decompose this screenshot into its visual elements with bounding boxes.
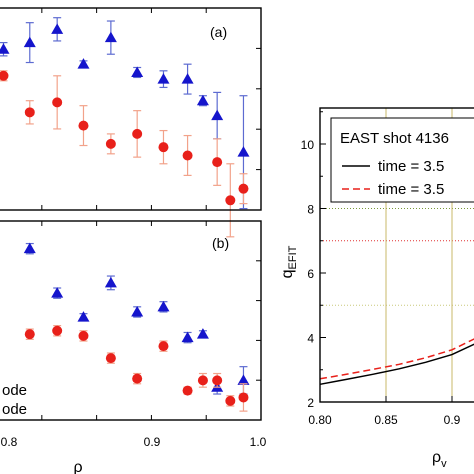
circle-marker: [158, 142, 169, 153]
panel-b-label: (b): [212, 235, 229, 251]
triangle-marker: [211, 109, 224, 121]
legend-title: EAST shot 4136: [340, 130, 449, 147]
legend-entry-solid: time = 3.5: [378, 158, 444, 175]
circle-marker: [78, 330, 89, 341]
triangle-marker: [23, 242, 36, 254]
triangle-marker: [196, 328, 209, 339]
q-x-axis-label: ρv: [432, 449, 447, 470]
q-panel-lines: [319, 338, 474, 386]
circle-marker: [0, 70, 9, 81]
circle-marker: [225, 395, 236, 406]
y-tick-label: 2: [307, 396, 314, 410]
circle-marker: [238, 392, 249, 403]
triangle-marker: [131, 305, 144, 317]
circle-marker: [225, 195, 236, 206]
q-y-axis-label-sub: EFIT: [287, 245, 299, 269]
x-tick-label: 0.80: [308, 413, 332, 427]
triangle-marker: [237, 146, 250, 157]
circle-marker: [158, 341, 169, 352]
circle-marker: [105, 353, 116, 364]
y-tick-label: 4: [307, 332, 314, 346]
triangle-marker: [131, 66, 144, 77]
panel-a-frame: [0, 7, 262, 211]
q-y-axis-label: qEFIT: [279, 245, 299, 278]
triangle-marker: [196, 94, 209, 106]
circle-marker: [132, 373, 143, 384]
x-tick-label: 0.85: [374, 413, 398, 427]
triangle-marker: [77, 58, 90, 69]
triangle-marker: [157, 73, 170, 84]
triangle-marker: [157, 300, 170, 312]
panel-a-data: [0, 17, 250, 238]
triangle-marker: [51, 287, 64, 298]
panel-a-ticks: [41, 8, 262, 210]
circle-marker: [132, 128, 143, 139]
circle-marker: [238, 183, 249, 194]
y-tick-label: 10: [301, 138, 315, 152]
x-tick-label: 0.9: [444, 413, 461, 427]
triangle-marker: [104, 31, 117, 43]
panel-b-ticks: [41, 221, 262, 420]
panel-b-legend-entry: ode: [2, 382, 27, 399]
panel-b-x-axis-label: ρ: [73, 459, 82, 474]
panel-b: (b) ode ode 0.8 0.9 1.0 ρ: [0, 220, 267, 474]
circle-marker: [182, 150, 193, 161]
q-x-axis-label-sub: v: [441, 458, 447, 470]
legend-entry-dashed: time = 3.5: [378, 181, 444, 198]
panel-b-xtick-label: 0.8: [1, 435, 18, 449]
q-profile-panel: 2 4 6 8 10 0.80 0.85 0.9 EAST shot 4136 time = …: [279, 107, 474, 470]
panel-b-xtick-label: 0.9: [144, 435, 161, 449]
triangle-marker: [181, 73, 194, 84]
triangle-marker: [77, 311, 90, 322]
circle-marker: [78, 120, 89, 131]
triangle-marker: [51, 23, 64, 34]
y-tick-label: 6: [307, 267, 314, 281]
circle-marker: [24, 329, 35, 340]
circle-marker: [52, 325, 63, 336]
panel-a: (a): [0, 7, 262, 238]
panel-a-label: (a): [210, 24, 227, 40]
panel-b-xtick-label: 1.0: [250, 435, 267, 449]
triangle-marker: [181, 331, 194, 343]
panel-b-data: [23, 242, 250, 412]
circle-marker: [212, 157, 223, 168]
panel-b-legend-entry: ode: [2, 401, 27, 418]
triangle-marker: [237, 374, 250, 385]
circle-marker: [105, 138, 116, 149]
circle-marker: [197, 375, 208, 386]
y-tick-label: 8: [307, 203, 314, 217]
panel-b-frame: [0, 220, 262, 421]
triangle-marker: [104, 276, 117, 288]
circle-marker: [212, 375, 223, 386]
legend-box: [330, 117, 474, 203]
q-panel-frame: [319, 107, 474, 403]
q-y-axis-label-base: qEFIT: [279, 245, 299, 278]
triangle-marker: [0, 43, 10, 54]
triangle-marker: [23, 36, 36, 48]
circle-marker: [24, 107, 35, 118]
circle-marker: [182, 385, 193, 396]
circle-marker: [52, 97, 63, 108]
